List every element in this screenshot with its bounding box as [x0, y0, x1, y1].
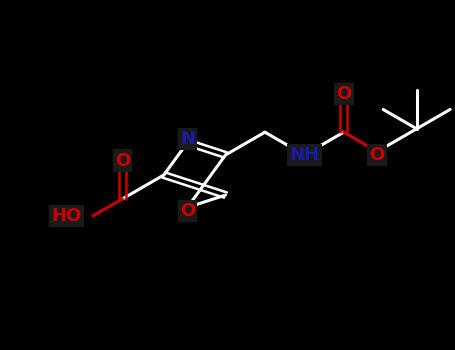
Text: O: O: [115, 152, 130, 169]
Text: O: O: [369, 146, 385, 164]
Text: NH: NH: [289, 146, 319, 164]
Text: O: O: [180, 202, 195, 220]
Text: HO: HO: [51, 207, 81, 225]
Text: O: O: [336, 85, 351, 103]
Text: N: N: [180, 130, 195, 148]
